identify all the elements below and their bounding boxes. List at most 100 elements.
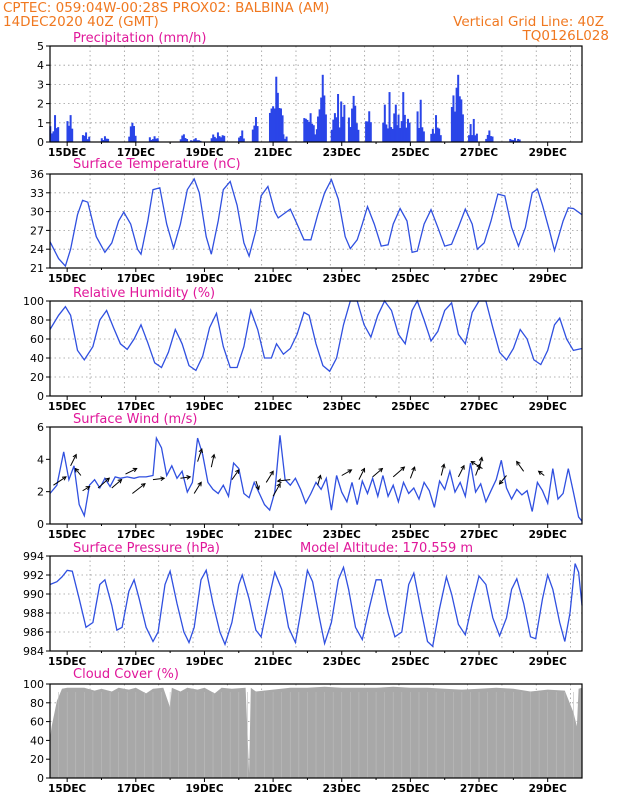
panel-frame <box>49 426 583 525</box>
wind-arrow-head <box>347 469 353 474</box>
wind-arrow-shaft <box>193 482 202 494</box>
y-tick-label: 984 <box>23 645 44 658</box>
y-tick-label: 33 <box>30 187 44 200</box>
panel-3: Relative Humidity (%) 0 20 40 60 80 100 15DEC 17… <box>23 286 583 413</box>
header-grid-line-note: Vertical Grid Line: 40Z <box>453 14 604 30</box>
wind-arrow-shaft <box>392 466 405 478</box>
precip-bar <box>308 121 311 142</box>
wind-arrow-shaft <box>440 464 445 476</box>
x-tick-label: 23DEC <box>323 401 362 413</box>
precip-bar <box>395 125 398 142</box>
precip-bar <box>354 105 357 142</box>
panel-4: Surface Wind (m/s) 0 2 4 6 15DEC 17DEC 19DEC 21D… <box>37 412 583 541</box>
precip-bar <box>471 135 474 142</box>
precip-bar <box>212 134 215 142</box>
wind-arrow-shaft <box>97 477 110 489</box>
panel-title: Surface Pressure (hPa) <box>73 541 220 556</box>
x-tick-label: 25DEC <box>391 273 430 285</box>
x-tick-label: 17DEC <box>117 273 156 285</box>
precip-bar <box>450 106 453 142</box>
precip-bar <box>279 136 282 142</box>
precip-bar <box>215 138 218 142</box>
precip-bar <box>253 125 256 142</box>
header-run-date: 14DEC2020 40Z (GMT) <box>3 14 159 30</box>
precip-bar <box>321 74 324 142</box>
wind-arrow-head <box>411 466 416 472</box>
precip-bar <box>223 135 226 142</box>
x-tick-label: 27DEC <box>460 273 499 285</box>
precip-bar <box>281 115 284 142</box>
precip-bar <box>194 138 197 142</box>
precip-bar <box>485 138 488 142</box>
x-tick-label: 15DEC <box>48 273 87 285</box>
precip-bar <box>285 136 288 142</box>
y-tick-label: 60 <box>30 333 44 346</box>
precip-bar <box>390 127 393 142</box>
x-tick-label: 17DEC <box>117 401 156 413</box>
wind-arrow-shaft <box>70 454 77 467</box>
precip-bar <box>181 135 184 142</box>
series-line <box>49 435 583 522</box>
wind-arrow-shaft <box>152 477 165 481</box>
wind-arrow-shaft <box>231 469 240 480</box>
x-tick-label: 19DEC <box>185 783 224 795</box>
x-tick-label: 23DEC <box>323 783 362 795</box>
precip-bar <box>270 108 273 142</box>
precip-bar <box>349 127 352 142</box>
precip-bar <box>100 138 103 142</box>
y-tick-label: 990 <box>23 588 44 601</box>
wind-arrow-head <box>360 467 366 473</box>
precip-bar <box>461 114 464 142</box>
x-tick-label: 19DEC <box>185 273 224 285</box>
x-tick-label: 29DEC <box>529 401 568 413</box>
precip-bar <box>347 117 350 142</box>
x-tick-label: 21DEC <box>254 401 293 413</box>
y-tick-label: 4 <box>37 59 44 72</box>
wind-arrow-shaft <box>197 448 203 462</box>
panel-5: Surface Pressure (hPa) Model Altitude: 17… <box>23 541 583 668</box>
precip-bar <box>422 131 425 142</box>
precip-bar <box>83 135 86 142</box>
precip-bar <box>332 119 335 142</box>
series-line <box>49 177 583 268</box>
x-tick-label: 21DEC <box>254 783 293 795</box>
precip-bar <box>86 139 89 142</box>
wind-arrow-head <box>186 475 192 480</box>
precip-bar <box>186 139 189 142</box>
precip-bar <box>242 138 245 142</box>
y-tick-label: 0 <box>37 772 44 785</box>
wind-arrow-head <box>317 474 322 480</box>
precip-bar <box>393 113 396 142</box>
x-tick-label: 21DEC <box>254 273 293 285</box>
series-line <box>49 563 583 648</box>
precip-bar <box>88 136 91 142</box>
precip-bar <box>54 115 57 142</box>
wind-arrow-head <box>117 478 123 484</box>
panel-frame <box>49 555 583 652</box>
wind-arrow-head <box>269 470 274 476</box>
y-tick-label: 0 <box>37 518 44 531</box>
precip-bar <box>452 95 455 142</box>
precip-bar <box>338 127 341 142</box>
x-tick-label: 29DEC <box>529 273 568 285</box>
precip-bar <box>282 134 285 142</box>
precip-bar <box>431 128 434 142</box>
panel-1: Precipitation (mm/h) 0 1 2 3 4 5 15DEC 17DEC 19DE… <box>37 31 583 159</box>
precip-bar <box>151 139 154 142</box>
x-tick-label: 15DEC <box>48 656 87 668</box>
precip-bar <box>509 138 512 142</box>
precip-bar <box>343 104 346 142</box>
precip-bar <box>317 116 320 142</box>
precip-bar <box>69 115 72 142</box>
y-tick-label: 5 <box>37 40 44 53</box>
precip-bar <box>469 124 472 142</box>
y-tick-label: 36 <box>30 168 44 181</box>
precip-bar <box>430 133 433 142</box>
panel-frame <box>49 300 583 397</box>
y-tick-label: 24 <box>30 243 44 256</box>
precip-bar <box>85 132 88 142</box>
x-tick-label: 27DEC <box>460 147 499 159</box>
precip-bar <box>68 125 71 142</box>
precip-bar <box>150 139 153 142</box>
